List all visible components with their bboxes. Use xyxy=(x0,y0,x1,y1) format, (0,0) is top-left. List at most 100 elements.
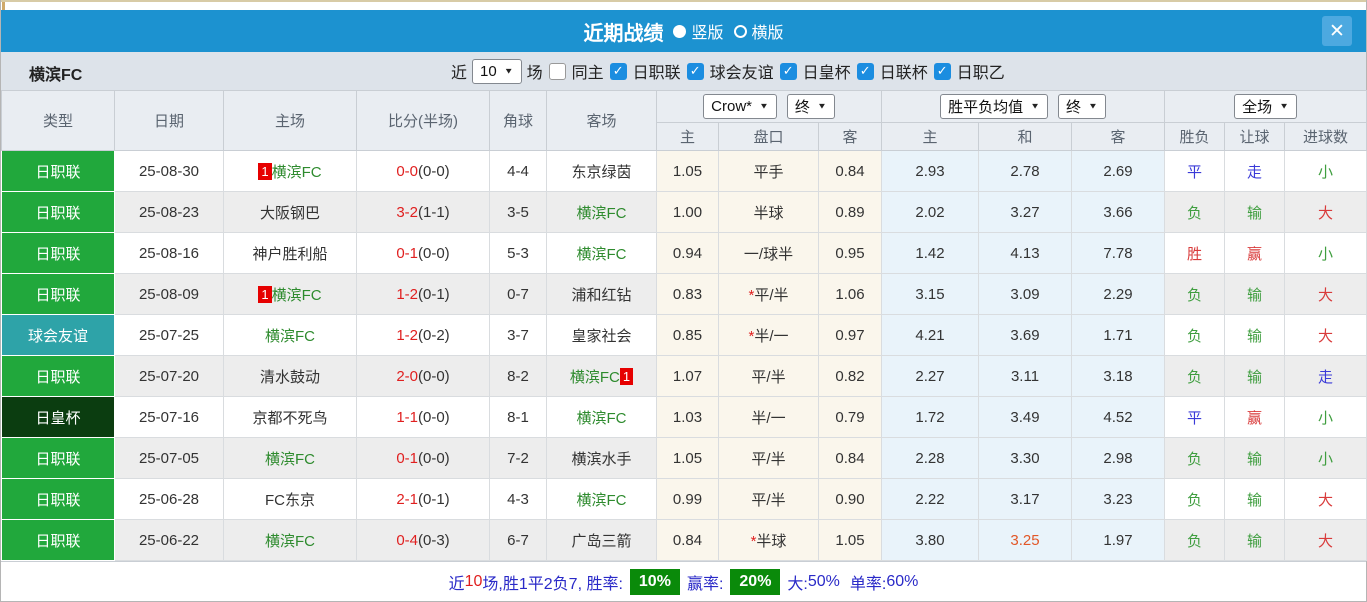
summary-near-label: 近 xyxy=(448,575,465,593)
avg-draw: 3.69 xyxy=(978,314,1073,356)
odds-home: 0.83 xyxy=(656,273,719,315)
match-row: 日职联 25-08-30 1 横滨FC 0-0(0-0) 4-4 东京绿茵 1.0… xyxy=(1,150,1367,192)
away-team-cell: 横滨FC xyxy=(546,396,657,438)
avg-home: 2.28 xyxy=(881,437,980,479)
full-score: 0-4 xyxy=(396,531,418,549)
away-team-cell: 横滨FC 1 xyxy=(546,355,657,397)
title-bar: 近期战绩 竖版 横版 ✕ xyxy=(1,10,1366,52)
away-team-name: 横滨FC xyxy=(576,409,627,427)
odds-away: 0.79 xyxy=(817,396,883,438)
match-row: 日职联 25-08-16 神户胜利船 0-1(0-0) 5-3 横滨FC 0.9… xyxy=(1,232,1367,274)
result-goals: 小 xyxy=(1284,396,1367,438)
chevron-down-icon: ▼ xyxy=(1030,102,1041,111)
scope-value: 全场 xyxy=(1242,99,1273,116)
match-date: 25-07-25 xyxy=(114,314,224,356)
avg-away: 3.66 xyxy=(1071,191,1166,233)
table-header: 类型 日期 主场 比分(半场) 角球 客场 Crow* ▼ 终 ▼ 胜平负均值 ▼ 终… xyxy=(1,90,1367,151)
chevron-down-icon: ▼ xyxy=(503,66,514,76)
home-team-cell: 神户胜利船 xyxy=(223,232,357,274)
away-team-name: 横滨FC xyxy=(569,368,620,386)
subheader-handicap-result: 让球 xyxy=(1224,122,1286,151)
avg-draw: 2.78 xyxy=(978,150,1073,192)
handicap-line: 平/半 xyxy=(751,491,786,509)
summary-big-label: 大: xyxy=(787,575,808,593)
filter-controls: 近 10 ▼ 场 ✓ 同主 ✓ 日职联 ✓ 球会友谊 ✓ 日皇杯 ✓ 日联杯 ✓… xyxy=(451,52,1005,90)
match-date: 25-07-05 xyxy=(114,437,224,479)
summary-odd-label: 单率: xyxy=(849,575,887,593)
avg-home: 2.02 xyxy=(881,191,980,233)
avg-home: 1.42 xyxy=(881,232,980,274)
avg-away: 1.71 xyxy=(1071,314,1166,356)
odds-away: 0.97 xyxy=(817,314,883,356)
odds-away: 0.84 xyxy=(817,437,883,479)
league-checkbox-league-cup[interactable]: ✓ xyxy=(856,62,874,80)
match-date: 25-08-09 xyxy=(114,273,224,315)
result-goals: 小 xyxy=(1284,437,1367,479)
away-team-cell: 横滨FC xyxy=(546,191,657,233)
avg-period-select[interactable]: 终 ▼ xyxy=(1058,94,1106,119)
bookmaker-period-select[interactable]: 终 ▼ xyxy=(786,94,835,119)
same-home-checkbox[interactable]: ✓ xyxy=(548,62,566,80)
corner-count: 0-7 xyxy=(489,273,547,315)
result-goals: 大 xyxy=(1284,519,1367,561)
league-checkbox-j2[interactable]: ✓ xyxy=(933,62,951,80)
subheader-odds-away: 客 xyxy=(817,122,883,151)
result-handicap: 赢 xyxy=(1224,396,1286,438)
scope-select[interactable]: 全场 ▼ xyxy=(1234,94,1297,119)
match-type-badge: 日职联 xyxy=(1,150,115,192)
away-team-cell: 横滨水手 xyxy=(546,437,657,479)
subheader-wdl: 胜负 xyxy=(1164,122,1226,151)
avg-away: 3.18 xyxy=(1071,355,1166,397)
away-team-name: 横滨FC xyxy=(576,204,627,222)
handicap-cell: 半/一 xyxy=(718,396,819,438)
result-goals: 小 xyxy=(1284,150,1367,192)
filter-bar: 横滨FC 近 10 ▼ 场 ✓ 同主 ✓ 日职联 ✓ 球会友谊 ✓ 日皇杯 ✓ … xyxy=(1,52,1366,90)
full-score: 0-0 xyxy=(396,162,418,180)
full-score: 2-1 xyxy=(396,490,418,508)
layout-radio-vertical[interactable]: 竖版 xyxy=(673,19,724,43)
result-wdl: 负 xyxy=(1164,273,1226,315)
home-rank-badge: 1 xyxy=(258,285,272,303)
chevron-down-icon: ▼ xyxy=(1088,102,1098,111)
match-date: 25-08-16 xyxy=(114,232,224,274)
near-count-select[interactable]: 10 ▼ xyxy=(472,58,522,84)
near-label: 近 xyxy=(451,65,468,82)
full-score: 2-0 xyxy=(396,367,418,385)
match-type-badge: 日职联 xyxy=(1,273,115,315)
avg-draw: 3.11 xyxy=(978,355,1073,397)
match-date: 25-08-30 xyxy=(114,150,224,192)
top-strip xyxy=(1,0,1366,10)
league-label-friendly: 球会友谊 xyxy=(709,65,774,82)
home-team-cell: 横滨FC xyxy=(223,314,357,356)
close-button[interactable]: ✕ xyxy=(1322,16,1352,46)
subheader-avg-away: 客 xyxy=(1071,122,1166,151)
league-checkbox-jleague[interactable]: ✓ xyxy=(609,62,627,80)
match-type-badge: 球会友谊 xyxy=(1,314,115,356)
avg-select[interactable]: 胜平负均值 ▼ xyxy=(940,94,1049,119)
radio-horizontal-label: 横版 xyxy=(751,25,784,42)
header-corner: 角球 xyxy=(489,90,547,151)
layout-radio-horizontal[interactable]: 横版 xyxy=(733,19,784,43)
home-team-name: 横滨FC xyxy=(271,286,322,304)
away-team-name: 横滨FC xyxy=(576,491,627,509)
league-checkbox-friendly[interactable]: ✓ xyxy=(686,62,704,80)
result-goals: 走 xyxy=(1284,355,1367,397)
subheader-goals: 进球数 xyxy=(1284,122,1367,151)
radio-selected-icon xyxy=(673,24,687,38)
odds-home: 0.84 xyxy=(656,519,719,561)
avg-home: 2.27 xyxy=(881,355,980,397)
result-handicap: 输 xyxy=(1224,478,1286,520)
away-team-cell: 横滨FC xyxy=(546,478,657,520)
league-checkbox-emperor-cup[interactable]: ✓ xyxy=(779,62,797,80)
handicap-cell: 平/半 xyxy=(718,355,819,397)
header-bookmaker-group: Crow* ▼ 终 ▼ xyxy=(655,90,883,123)
avg-period-value: 终 xyxy=(1066,99,1082,116)
result-goals: 小 xyxy=(1284,232,1367,274)
summary-bar: 近 10 场,胜1平2负7, 胜率: 10% 赢率: 20% 大: 50% 单率: 60% xyxy=(1,561,1366,601)
match-type-badge: 日职联 xyxy=(1,478,115,520)
bookmaker-select[interactable]: Crow* ▼ xyxy=(703,94,777,119)
header-date: 日期 xyxy=(114,90,224,151)
home-team-cell: 1 横滨FC xyxy=(223,150,357,192)
handicap-rate-badge: 20% xyxy=(730,568,781,595)
avg-away: 7.78 xyxy=(1071,232,1166,274)
